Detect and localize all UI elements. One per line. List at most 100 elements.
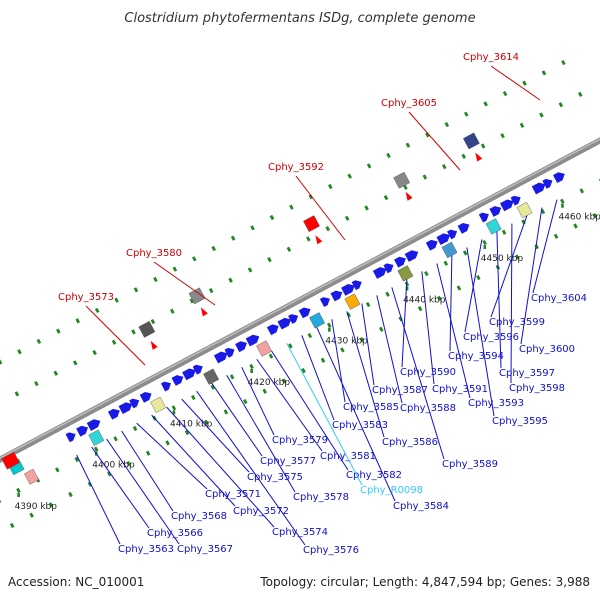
gene-arrow[interactable]	[542, 178, 553, 189]
gene-arrow[interactable]	[319, 297, 330, 308]
feature-box[interactable]	[88, 429, 105, 446]
feature-box[interactable]	[516, 201, 533, 219]
lower-gene-label[interactable]: Cphy_3590	[400, 367, 456, 378]
scale-tick-mark	[483, 245, 487, 250]
gene-arrow[interactable]	[489, 206, 502, 217]
gene-arrow[interactable]	[510, 195, 521, 206]
gene-arrow[interactable]	[118, 402, 133, 415]
gene-arrow[interactable]	[139, 392, 152, 403]
gene-arrow[interactable]	[372, 267, 387, 279]
gene-arrow[interactable]	[224, 347, 235, 358]
lower-gene-label[interactable]: Cphy_3585	[343, 402, 399, 413]
gene-arrow[interactable]	[383, 263, 394, 274]
gene-arrow[interactable]	[76, 425, 89, 437]
gene-arrow[interactable]	[192, 364, 203, 375]
lower-gene-label[interactable]: Cphy_3583	[332, 420, 388, 431]
feature-box[interactable]	[203, 368, 220, 385]
gene-arrow[interactable]	[288, 314, 299, 324]
track-dot	[444, 121, 450, 128]
lower-gene-label[interactable]: Cphy_3576	[303, 545, 359, 556]
lower-gene-label[interactable]: Cphy_3577	[260, 456, 316, 467]
upper-feature-arrow[interactable]	[405, 191, 413, 201]
gene-arrow[interactable]	[425, 239, 438, 251]
gene-arrow[interactable]	[436, 233, 451, 246]
gene-arrow[interactable]	[404, 250, 419, 262]
feature-box[interactable]	[256, 340, 273, 357]
feature-box[interactable]	[441, 241, 458, 259]
upper-feature-arrow[interactable]	[150, 340, 158, 350]
lower-gene-label[interactable]: Cphy_3586	[382, 437, 438, 448]
gene-arrow[interactable]	[213, 351, 228, 364]
upper-feature[interactable]	[462, 132, 480, 150]
lower-gene-label[interactable]: Cphy_3563	[118, 544, 174, 555]
upper-feature-arrow[interactable]	[200, 307, 208, 317]
gene-arrow[interactable]	[341, 284, 355, 296]
lower-gene-label[interactable]: Cphy_3575	[247, 472, 303, 483]
lower-gene-label[interactable]: Cphy_3568	[171, 511, 227, 522]
gene-arrow[interactable]	[298, 307, 311, 319]
lower-gene-label[interactable]: Cphy_3591	[432, 384, 488, 395]
gene-arrow[interactable]	[457, 223, 470, 234]
lower-gene-label[interactable]: Cphy_3574	[272, 527, 328, 538]
lower-gene-label[interactable]: Cphy_3587	[372, 385, 428, 396]
upper-gene-label[interactable]: Cphy_3580	[126, 248, 182, 259]
gene-arrow[interactable]	[552, 172, 565, 184]
gene-arrow[interactable]	[531, 182, 546, 195]
gene-arrow[interactable]	[394, 256, 406, 268]
lower-gene-label[interactable]: Cphy_3582	[346, 470, 402, 481]
lower-gene-label[interactable]: Cphy_3581	[320, 451, 376, 462]
lower-gene-label[interactable]: Cphy_3584	[393, 501, 449, 512]
lower-gene-label[interactable]: Cphy_3597	[499, 368, 555, 379]
gene-arrow[interactable]	[129, 398, 140, 409]
gene-arrow[interactable]	[235, 341, 247, 353]
lower-gene-label[interactable]: Cphy_3589	[442, 459, 498, 470]
lower-gene-label[interactable]: Cphy_3596	[463, 332, 519, 343]
gene-arrow[interactable]	[107, 408, 120, 420]
gene-arrow[interactable]	[351, 280, 362, 291]
gene-arrow[interactable]	[160, 381, 172, 392]
gene-arrow[interactable]	[277, 317, 292, 330]
gene-arrow[interactable]	[447, 229, 458, 240]
gene-arrow[interactable]	[245, 334, 260, 347]
feature-box[interactable]	[309, 312, 326, 329]
gene-arrow[interactable]	[478, 212, 489, 223]
gene-arrow[interactable]	[266, 324, 279, 336]
upper-gene-label[interactable]: Cphy_3605	[381, 98, 437, 109]
lower-gene-label[interactable]: Cphy_R0098	[360, 485, 423, 496]
lower-gene-label[interactable]: Cphy_3593	[468, 398, 524, 409]
feature-box[interactable]	[485, 218, 502, 235]
gene-arrow[interactable]	[330, 290, 343, 302]
lower-gene-label[interactable]: Cphy_3598	[509, 383, 565, 394]
lower-gene-label[interactable]: Cphy_3566	[147, 528, 203, 539]
upper-feature[interactable]	[303, 215, 320, 233]
lower-gene-label[interactable]: Cphy_3594	[448, 351, 504, 362]
lower-gene-label[interactable]: Cphy_3571	[205, 489, 261, 500]
gene-arrow[interactable]	[86, 419, 101, 431]
lower-gene-label[interactable]: Cphy_3599	[489, 317, 545, 328]
upper-feature-arrow[interactable]	[315, 235, 323, 245]
lower-gene-label[interactable]: Cphy_3588	[400, 403, 456, 414]
upper-gene-label[interactable]: Cphy_3573	[58, 292, 114, 303]
lower-gene-label[interactable]: Cphy_3604	[531, 293, 587, 304]
upper-feature[interactable]	[138, 320, 156, 338]
lower-gene-label[interactable]: Cphy_3579	[272, 435, 328, 446]
upper-feature-arrow[interactable]	[475, 152, 483, 162]
feature-box[interactable]	[150, 396, 167, 414]
lower-gene-label[interactable]: Cphy_3600	[519, 344, 575, 355]
upper-feature[interactable]	[393, 171, 411, 189]
upper-gene-label[interactable]: Cphy_3614	[463, 52, 519, 63]
gene-arrow[interactable]	[182, 368, 196, 381]
gene-arrow[interactable]	[500, 199, 514, 212]
feature-box[interactable]	[397, 265, 414, 282]
feature-box[interactable]	[344, 293, 361, 310]
lower-gene-label[interactable]: Cphy_3572	[233, 506, 289, 517]
feature-box[interactable]	[24, 468, 40, 485]
lower-gene-label[interactable]: Cphy_3578	[293, 492, 349, 503]
gene-arrow[interactable]	[65, 432, 76, 443]
lower-gene-label[interactable]: Cphy_3567	[177, 544, 233, 555]
feature-box[interactable]	[1, 451, 20, 470]
upper-gene-label[interactable]: Cphy_3592	[268, 162, 324, 173]
lower-gene-label[interactable]: Cphy_3595	[492, 416, 548, 427]
gene-arrow[interactable]	[171, 375, 184, 386]
